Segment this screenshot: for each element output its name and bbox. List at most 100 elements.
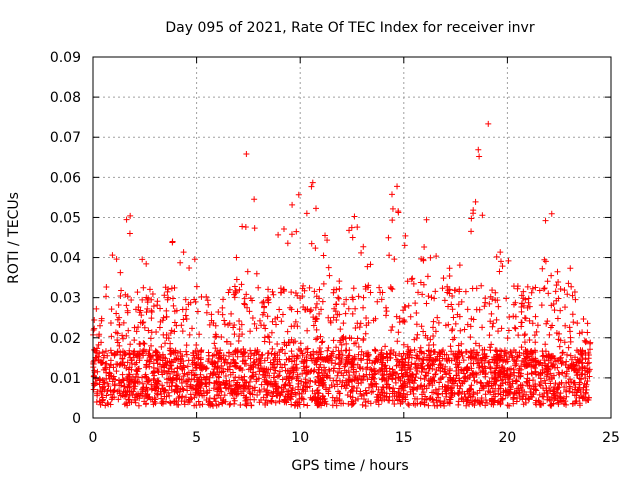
data-point: [211, 395, 218, 402]
data-point: [232, 287, 239, 294]
data-point: [531, 332, 538, 339]
data-point: [180, 373, 187, 380]
data-point: [519, 396, 526, 403]
data-point: [487, 318, 494, 325]
data-point: [518, 344, 525, 351]
data-point: [279, 364, 286, 371]
data-point: [513, 390, 520, 397]
data-point: [533, 387, 540, 394]
data-point: [532, 284, 539, 291]
data-point: [188, 385, 195, 392]
data-point: [99, 349, 106, 356]
data-point: [212, 345, 219, 352]
data-point: [195, 388, 202, 395]
data-point: [221, 392, 228, 399]
data-point: [233, 276, 240, 283]
data-point: [259, 365, 266, 372]
data-point: [318, 306, 325, 313]
data-point: [337, 359, 344, 366]
data-point: [402, 303, 409, 310]
data-point: [449, 326, 456, 333]
data-point: [376, 284, 383, 291]
data-point: [519, 300, 526, 307]
data-point: [529, 394, 536, 401]
data-point: [206, 398, 213, 405]
data-point: [114, 337, 121, 344]
data-point: [284, 240, 291, 247]
data-point: [550, 301, 557, 308]
data-point: [294, 308, 301, 315]
data-point: [530, 377, 537, 384]
data-point: [143, 294, 150, 301]
data-point: [227, 371, 234, 378]
data-point: [506, 366, 513, 373]
data-point: [478, 360, 485, 367]
data-point: [355, 293, 362, 300]
data-point: [409, 275, 416, 282]
data-point: [217, 354, 224, 361]
data-point: [389, 205, 396, 212]
data-point: [167, 330, 174, 337]
data-point: [276, 348, 283, 355]
data-point: [171, 284, 178, 291]
data-point: [127, 212, 134, 219]
data-point: [523, 378, 530, 385]
x-tick-label: 0: [89, 430, 98, 446]
data-point: [467, 360, 474, 367]
data-point: [144, 378, 151, 385]
data-point: [98, 339, 105, 346]
data-point: [584, 329, 591, 336]
data-point: [482, 355, 489, 362]
data-point: [448, 301, 455, 308]
data-point: [275, 390, 282, 397]
data-point: [334, 381, 341, 388]
data-point: [317, 376, 324, 383]
data-point: [239, 223, 246, 230]
data-point: [90, 386, 97, 393]
data-point: [468, 228, 475, 235]
data-point: [368, 366, 375, 373]
data-point: [221, 317, 228, 324]
data-point: [140, 319, 147, 326]
data-point: [111, 394, 118, 401]
data-point: [452, 361, 459, 368]
data-point: [569, 311, 576, 318]
data-point: [276, 368, 283, 375]
data-point: [388, 285, 395, 292]
data-point: [352, 325, 359, 332]
data-point: [571, 365, 578, 372]
data-point: [249, 314, 256, 321]
data-point: [316, 348, 323, 355]
data-point: [334, 311, 341, 318]
data-point: [461, 326, 468, 333]
data-point: [532, 355, 539, 362]
data-point: [447, 343, 454, 350]
data-point: [581, 337, 588, 344]
data-point: [158, 395, 165, 402]
data-point: [184, 387, 191, 394]
data-point: [556, 371, 563, 378]
data-point: [458, 298, 465, 305]
data-point: [200, 374, 207, 381]
data-point: [319, 298, 326, 305]
x-tick-labels: 0 5 10 15 20 25: [89, 430, 620, 446]
data-point: [486, 378, 493, 385]
data-point: [323, 386, 330, 393]
data-point: [585, 394, 592, 401]
data-point: [180, 362, 187, 369]
data-point: [114, 348, 121, 355]
data-point: [510, 301, 517, 308]
data-point: [137, 307, 144, 314]
data-point: [420, 389, 427, 396]
data-point: [184, 371, 191, 378]
data-point: [420, 281, 427, 288]
data-point: [159, 382, 166, 389]
data-point: [136, 340, 143, 347]
data-point: [509, 380, 516, 387]
data-point: [520, 401, 527, 408]
data-point: [145, 327, 152, 334]
data-point: [556, 381, 563, 388]
data-point: [536, 381, 543, 388]
data-point: [417, 400, 424, 407]
